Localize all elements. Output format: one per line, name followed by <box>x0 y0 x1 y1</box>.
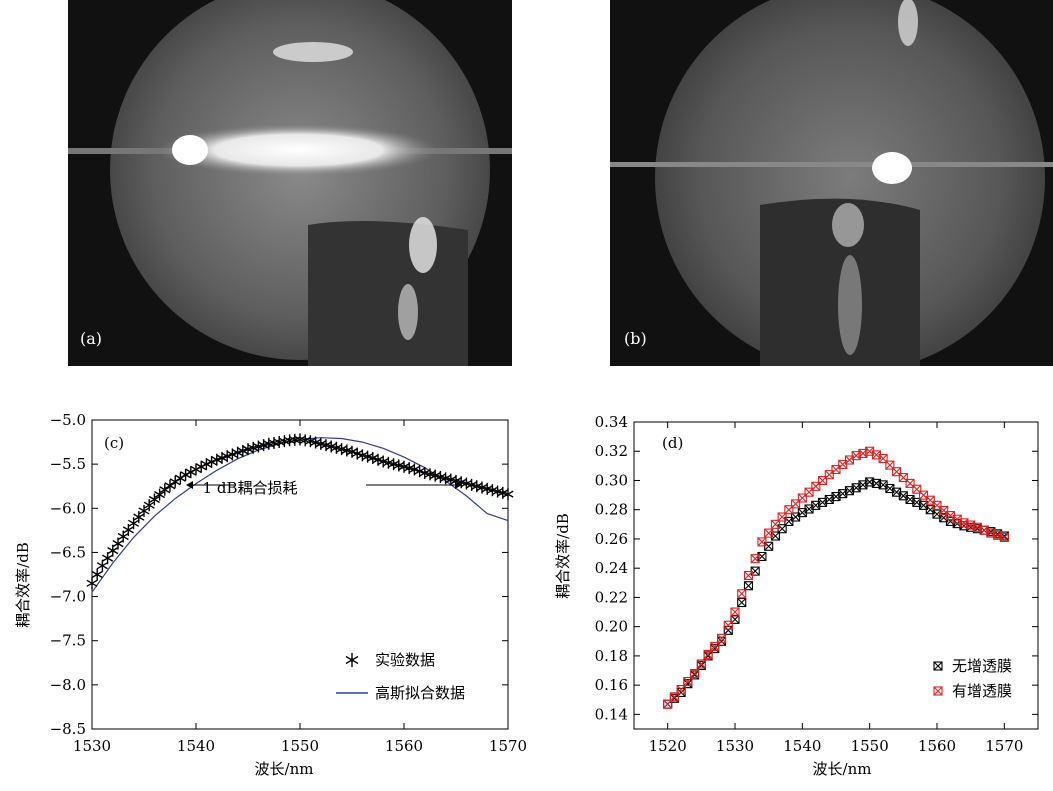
panel-label-c: (c) <box>104 434 124 452</box>
data-point-coating <box>764 528 774 538</box>
data-point-coating <box>770 519 780 529</box>
y-tick-label-d: 0.14 <box>595 705 628 723</box>
data-point-coating <box>716 633 727 643</box>
data-point-coating <box>663 699 673 709</box>
panel-label-a: (a) <box>80 329 102 348</box>
data-point-no-coating <box>737 597 747 608</box>
legend-label-no-coating: 无增透膜 <box>952 657 1012 675</box>
data-point-experiment <box>138 504 150 517</box>
chart-c: (c) 波长/nm 耦合效率/dB 1 dB耦合损耗 实验数据 高斯拟合数据 1… <box>14 412 526 778</box>
data-point-coating <box>723 620 733 630</box>
data-point-experiment <box>107 544 119 557</box>
data-point-experiment <box>91 568 103 581</box>
y-axis-label-d: 耦合效率/dB <box>554 513 572 599</box>
microscope-image-b: (b) <box>610 0 1053 366</box>
panel-label-b: (b) <box>624 329 647 348</box>
data-point-no-coating <box>743 581 754 591</box>
y-tick-label-d: 0.26 <box>595 530 628 548</box>
y-tick-label-c: −5.5 <box>50 455 86 473</box>
data-point-coating <box>737 589 747 599</box>
x-tick-label-d: 1560 <box>918 737 956 755</box>
data-point-coating <box>710 641 720 651</box>
y-tick-label-d: 0.28 <box>595 501 628 519</box>
data-point-experiment <box>133 511 145 524</box>
x-tick-label-d: 1520 <box>649 737 687 755</box>
data-point-coating <box>743 570 754 581</box>
annotation-arrowhead-left <box>186 481 193 489</box>
data-point-coating <box>730 607 740 617</box>
series-line-gaussian <box>91 437 509 593</box>
panel-label-d: (d) <box>662 434 683 452</box>
data-point-experiment <box>502 488 514 501</box>
data-point-coating <box>690 668 700 678</box>
legend-marker-experiment <box>345 653 359 667</box>
data-point-coating <box>669 692 679 702</box>
y-tick-label-d: 0.22 <box>595 588 628 606</box>
data-point-coating <box>784 505 794 515</box>
legend-c: 实验数据 高斯拟合数据 <box>375 651 465 702</box>
legend-label-experiment: 实验数据 <box>375 651 435 669</box>
y-tick-label-c: −8.5 <box>50 720 86 738</box>
microscope-image-a: (a) <box>68 0 512 366</box>
y-tick-label-c: −6.5 <box>50 543 86 561</box>
data-point-coating <box>757 537 767 547</box>
x-tick-label-c: 1550 <box>281 737 319 755</box>
x-tick-label-c: 1530 <box>73 737 111 755</box>
plot-frame-d <box>633 421 1039 730</box>
y-tick-label-d: 0.18 <box>595 647 628 665</box>
x-tick-label-c: 1540 <box>177 737 215 755</box>
data-point-coating <box>999 532 1009 543</box>
data-point-coating <box>683 676 693 687</box>
data-point-coating <box>831 464 841 475</box>
legend-label-coating: 有增透膜 <box>952 682 1012 700</box>
y-tick-label-c: −5.0 <box>50 412 86 429</box>
y-tick-label-d: 0.24 <box>595 559 628 577</box>
legend-marker-no-coating <box>933 661 943 671</box>
y-tick-label-c: −6.0 <box>50 499 86 517</box>
data-point-coating <box>703 649 713 659</box>
y-tick-label-d: 0.30 <box>595 471 628 489</box>
data-point-experiment <box>102 552 114 565</box>
data-point-coating <box>676 684 686 695</box>
y-tick-label-d: 0.34 <box>595 413 628 431</box>
x-tick-label-d: 1530 <box>716 737 754 755</box>
x-tick-label-c: 1560 <box>385 737 423 755</box>
annotation-arrowhead-right <box>455 481 462 489</box>
data-point-experiment <box>86 577 98 590</box>
legend-label-gaussian: 高斯拟合数据 <box>375 684 465 702</box>
data-point-experiment <box>112 537 124 550</box>
data-point-experiment <box>128 517 140 530</box>
x-tick-label-c: 1570 <box>489 737 526 755</box>
data-point-coating <box>777 512 787 522</box>
x-tick-label-d: 1550 <box>851 737 889 755</box>
data-point-experiment <box>143 499 155 512</box>
y-tick-label-c: −7.0 <box>50 588 86 606</box>
plot-frame-c <box>91 419 509 730</box>
annotation-c: 1 dB耦合损耗 <box>203 479 298 497</box>
x-axis-label-d: 波长/nm <box>813 760 872 778</box>
chart-d: (d) 波长/nm 耦合效率/dB 无增透膜 有增透膜 1520 1530 1540… <box>554 413 1039 778</box>
data-point-experiment <box>96 559 108 572</box>
y-tick-label-d: 0.32 <box>595 442 628 460</box>
y-tick-label-c: −7.5 <box>50 632 86 650</box>
data-point-coating <box>750 554 760 564</box>
legend-marker-coating <box>933 686 943 696</box>
data-point-experiment <box>154 488 166 501</box>
legend-d: 无增透膜 有增透膜 <box>952 657 1012 700</box>
y-tick-label-d: 0.20 <box>595 618 628 636</box>
data-point-coating <box>696 659 706 669</box>
data-point-experiment <box>148 493 160 506</box>
x-axis-label-c: 波长/nm <box>255 760 314 778</box>
data-point-experiment <box>159 483 171 496</box>
data-point-experiment <box>164 479 176 492</box>
x-tick-label-d: 1570 <box>985 737 1023 755</box>
y-tick-label-d: 0.16 <box>595 676 628 694</box>
x-tick-label-d: 1540 <box>783 737 821 755</box>
y-axis-label-c: 耦合效率/dB <box>14 542 32 628</box>
y-tick-label-c: −8.0 <box>50 676 86 694</box>
